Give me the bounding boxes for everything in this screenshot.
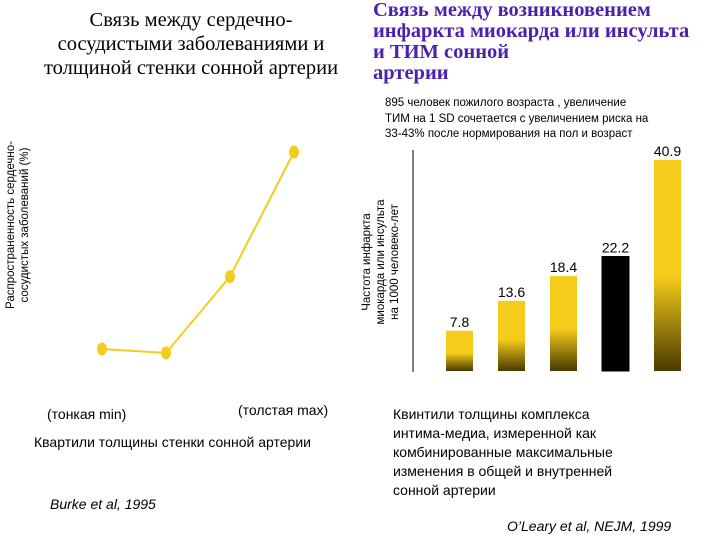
right-chart-bar-label: 22.2: [602, 239, 629, 255]
right-chart-bar: [550, 276, 577, 371]
right-chart-title: Связь между возникновением инфаркта миок…: [373, 0, 690, 84]
left-chart-thick-label: (толстая max): [238, 402, 329, 418]
left-chart-point: [289, 145, 299, 159]
left-chart-point: [225, 270, 235, 284]
left-chart-thin-label: (тонкая min): [47, 406, 127, 422]
right-chart-bar: [601, 255, 630, 372]
right-chart-x-axis-label: Квинтили толщины комплекса интима-медиа,…: [393, 406, 613, 498]
right-chart-bar: [654, 160, 681, 371]
right-chart-bar: [498, 300, 525, 371]
right-chart-subtitle: 895 человек пожилого возраста , увеличен…: [385, 97, 649, 140]
right-chart-bar: [446, 330, 473, 371]
left-chart-series-line: [101, 151, 295, 355]
left-chart-point: [97, 342, 107, 356]
left-chart-title: Связь между сердечно- сосудистыми заболе…: [43, 9, 339, 79]
right-chart-bar-label: 40.9: [654, 143, 681, 159]
right-chart-citation: O’Leary et al, NEJM, 1999: [507, 518, 672, 534]
right-chart-bar-label: 13.6: [498, 284, 525, 300]
left-chart-citation: Burke et al, 1995: [50, 496, 156, 512]
left-chart-x-axis-label: Квартили толщины стенки сонной артерии: [34, 434, 311, 450]
left-chart-point: [161, 346, 171, 360]
right-chart-bar-label: 7.8: [450, 314, 470, 330]
right-chart-bar-label: 18.4: [550, 259, 577, 275]
